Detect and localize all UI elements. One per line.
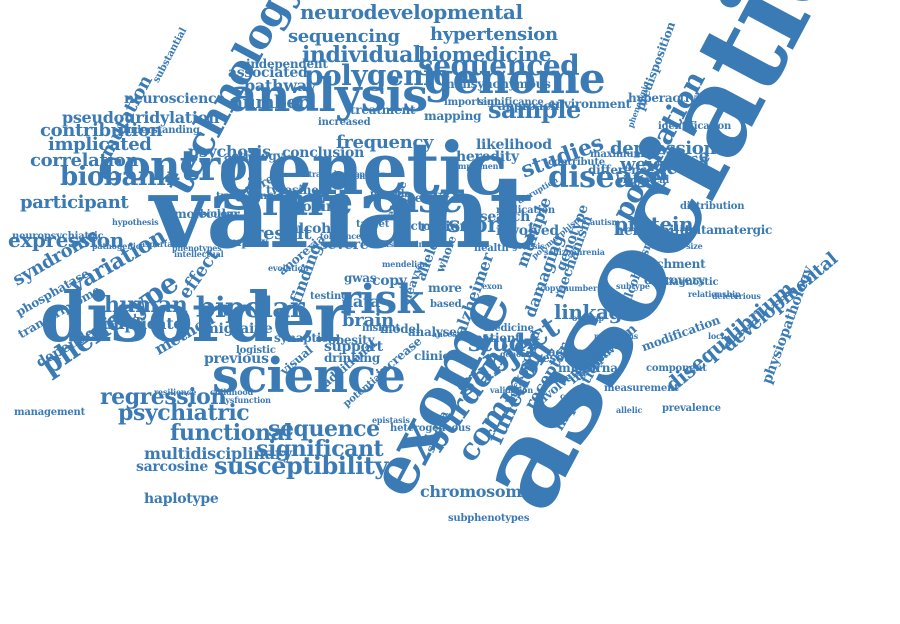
word-89: pseudouridylation xyxy=(62,110,219,126)
word-130: biological xyxy=(616,176,669,186)
word-63: independent xyxy=(246,58,328,70)
word-202: sample-size xyxy=(652,242,703,250)
word-23: neurodevelopmental xyxy=(300,2,523,22)
word-125: environment xyxy=(548,98,631,110)
word-208: epistasis xyxy=(372,416,410,424)
word-25: hypertension xyxy=(430,26,558,44)
word-193: mutations xyxy=(594,332,638,340)
word-22: sequencing xyxy=(288,28,400,46)
word-191: neurons xyxy=(334,172,369,180)
word-200: evolution xyxy=(268,264,308,272)
word-138: important xyxy=(444,98,499,108)
word-203: validation xyxy=(490,386,533,394)
word-92: management xyxy=(14,408,85,418)
word-98: complex xyxy=(214,236,268,248)
word-84: migraine xyxy=(204,322,273,336)
word-201: genesis xyxy=(512,242,545,250)
word-189: overlap xyxy=(572,314,604,322)
word-86: sarcosine xyxy=(136,460,208,474)
word-175: tolerance xyxy=(320,232,361,240)
word-173: complement xyxy=(448,162,502,170)
word-172: based xyxy=(430,300,461,310)
word-188: ascertainment xyxy=(384,240,447,248)
word-134: nonsynonymous xyxy=(446,78,551,90)
word-54: neuroscience xyxy=(124,92,225,106)
word-65: chromosome xyxy=(420,484,532,500)
word-114: diagnostic xyxy=(662,278,718,288)
word-169: more xyxy=(428,282,462,294)
word-145: health xyxy=(474,244,509,254)
word-194: deleterious xyxy=(712,292,761,300)
word-99: aetiology xyxy=(224,150,283,162)
word-207: copy-number xyxy=(540,284,597,292)
word-150: logistic xyxy=(236,346,276,356)
word-209: subtype xyxy=(616,282,650,290)
word-205: autism xyxy=(590,218,620,226)
word-128: identification xyxy=(658,122,731,132)
word-186: pathogenic xyxy=(92,242,140,250)
word-177: contribute xyxy=(548,158,605,168)
word-135: mapping xyxy=(424,110,481,122)
word-192: genomic xyxy=(500,350,537,358)
word-41: human xyxy=(104,294,187,316)
word-159: subphenotypes xyxy=(448,514,529,524)
word-143: clinical xyxy=(414,350,461,362)
word-136: treatment xyxy=(350,104,415,116)
word-166: copy xyxy=(372,274,407,288)
word-37: psychiatric xyxy=(118,402,249,424)
word-111: glutamatergic xyxy=(680,224,772,236)
word-97: biology xyxy=(200,210,239,220)
word-149: synaptic xyxy=(274,332,328,344)
word-198: allelic xyxy=(616,406,642,414)
word-105: region xyxy=(420,220,469,234)
word-118: prevalence xyxy=(662,404,721,414)
word-196: ancestry xyxy=(432,330,469,338)
word-100: conclusion xyxy=(282,146,364,160)
word-93: neuropsychiatric xyxy=(12,232,104,242)
word-204: loci xyxy=(708,332,724,340)
word-161: approach xyxy=(498,100,559,112)
word-77: coding xyxy=(294,200,345,214)
word-102: likelihood xyxy=(476,138,552,152)
word-187: phenotypes xyxy=(172,244,222,252)
word-162: replication xyxy=(496,206,555,216)
word-180: dysfunction xyxy=(220,396,271,404)
word-171: provide xyxy=(370,190,411,200)
word-176: measurement xyxy=(604,384,679,394)
word-46: participant xyxy=(20,194,128,212)
word-137: increased xyxy=(318,118,370,128)
word-195: schizophrenia xyxy=(544,248,605,256)
word-129: distribution xyxy=(680,202,744,212)
word-117: component xyxy=(646,364,707,374)
word-24: biomedicine xyxy=(418,44,551,64)
word-152: testing xyxy=(310,292,348,302)
word-181: childhood xyxy=(210,388,253,396)
word-60: number xyxy=(230,94,307,112)
word-199: mendelian xyxy=(382,260,428,268)
word-185: hypothesis xyxy=(112,218,158,226)
word-197: cortex xyxy=(560,392,587,400)
word-183: resilience xyxy=(154,388,196,396)
word-170: target xyxy=(356,220,389,230)
word-85: haplotype xyxy=(144,492,218,506)
word-140: substantial xyxy=(152,27,189,85)
word-146: patient xyxy=(474,332,521,344)
word-139: understanding xyxy=(120,126,200,136)
word-206: exon xyxy=(482,282,502,290)
